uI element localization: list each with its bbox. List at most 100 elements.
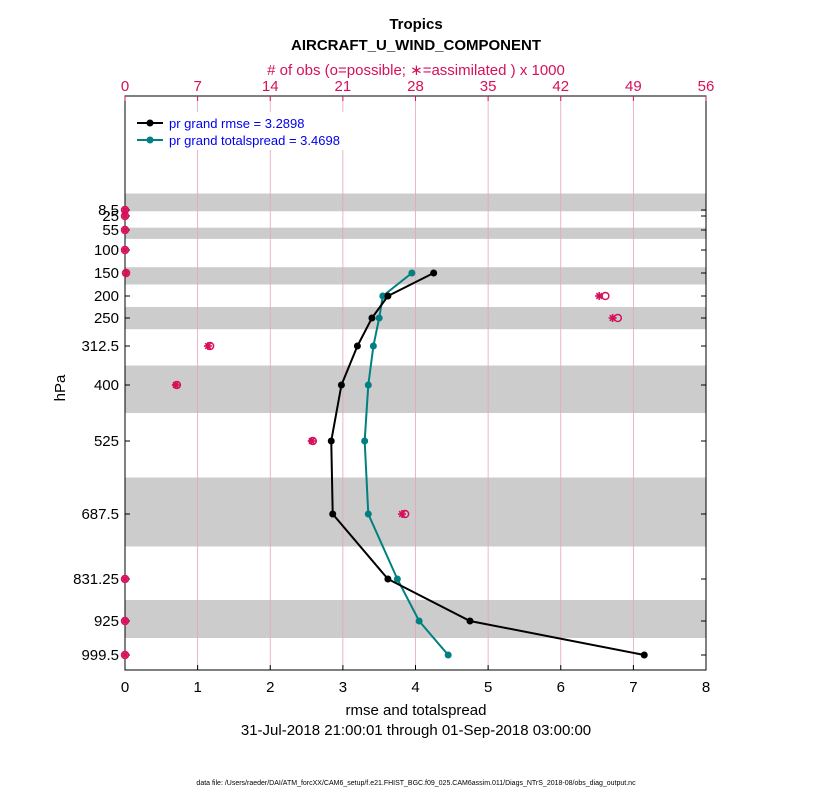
obs-star-stroke xyxy=(121,246,129,254)
y-tick-label: 925 xyxy=(94,613,119,630)
top-tick-label: 35 xyxy=(480,78,497,95)
obs-count-markers xyxy=(120,205,623,660)
series-point-totalspread xyxy=(361,437,369,445)
x-tick-label: 5 xyxy=(484,679,492,696)
date-range: 31-Jul-2018 21:00:01 through 01-Sep-2018… xyxy=(241,722,591,739)
x-tick-label: 4 xyxy=(411,679,419,696)
x-tick-label: 0 xyxy=(121,679,129,696)
y-tick-label: 200 xyxy=(94,288,119,305)
y-tick-label: 999.5 xyxy=(81,647,119,664)
obs-star-stroke xyxy=(308,437,316,445)
series-layer xyxy=(327,269,648,659)
series-line-totalspread xyxy=(363,272,449,656)
top-tick-label: 49 xyxy=(625,78,642,95)
x-axis-ticks: 0 1 2 3 4 5 6 7 8 xyxy=(121,665,710,696)
obs-star-stroke xyxy=(122,269,130,277)
x-tick-label: 7 xyxy=(629,679,637,696)
obs-assimilated-marker xyxy=(121,617,129,625)
y-tick-label: 525 xyxy=(94,433,119,450)
y-axis-label: hPa xyxy=(52,374,69,401)
top-tick-label: 21 xyxy=(335,78,352,95)
obs-assimilated-marker xyxy=(608,314,617,322)
y-tick-label: 25 xyxy=(102,208,119,225)
series-point-totalspread xyxy=(393,575,401,583)
obs-assimilated-marker xyxy=(122,269,131,277)
obs-assimilated-marker xyxy=(398,510,407,518)
series-point-rmse xyxy=(384,575,392,583)
series-point-rmse xyxy=(368,314,376,322)
obs-star-stroke xyxy=(609,314,616,322)
obs-star-stroke xyxy=(204,342,212,350)
series-point-rmse xyxy=(327,437,335,445)
series-point-rmse xyxy=(430,269,438,277)
series-point-totalspread xyxy=(415,617,423,625)
top-axis-label: # of obs (o=possible; ∗=assimilated ) x … xyxy=(267,62,565,79)
series-point-rmse xyxy=(466,617,474,625)
obs-star-stroke xyxy=(121,651,129,659)
obs-star-stroke xyxy=(172,381,180,389)
x-tick-label: 2 xyxy=(266,679,274,696)
series-line-rmse xyxy=(330,272,645,656)
top-tick-label: 14 xyxy=(262,78,279,95)
series-point-rmse xyxy=(337,381,345,389)
obs-assimilated-marker xyxy=(307,437,316,445)
series-point-rmse xyxy=(384,292,392,300)
obs-star-stroke xyxy=(121,226,129,234)
series-point-totalspread xyxy=(364,510,372,518)
y-tick-label: 312.5 xyxy=(81,338,119,355)
x-tick-label: 8 xyxy=(702,679,710,696)
x-tick-label: 3 xyxy=(339,679,347,696)
y-tick-label: 400 xyxy=(94,377,119,394)
series-point-totalspread xyxy=(444,651,452,659)
series-point-rmse xyxy=(353,342,361,350)
footer-data-file: data file: /Users/raeder/DAI/ATM_forcXX/… xyxy=(196,780,636,787)
obs-assimilated-marker xyxy=(595,292,604,300)
x-tick-label: 6 xyxy=(557,679,565,696)
top-tick-label: 7 xyxy=(193,78,201,95)
top-tick-label: 42 xyxy=(552,78,569,95)
legend-label-spread: pr grand totalspread = 3.4698 xyxy=(169,133,340,148)
obs-star-stroke xyxy=(398,510,406,518)
y-tick-label: 250 xyxy=(94,310,119,327)
obs-star-stroke xyxy=(121,575,129,583)
series-point-totalspread xyxy=(375,314,383,322)
series-point-totalspread xyxy=(364,381,372,389)
y-tick-label: 687.5 xyxy=(81,506,119,523)
top-tick-label: 0 xyxy=(121,78,129,95)
obs-star-stroke xyxy=(121,212,129,220)
series-point-rmse xyxy=(640,651,648,659)
chart-title: Tropics xyxy=(389,16,442,33)
obs-assimilated-marker xyxy=(121,212,129,220)
x-axis-label: rmse and totalspread xyxy=(346,702,487,719)
x-tick-label: 1 xyxy=(193,679,201,696)
obs-star-stroke xyxy=(595,292,603,300)
series-point-totalspread xyxy=(379,292,387,300)
series-point-rmse xyxy=(329,510,337,518)
legend-label-rmse: pr grand rmse = 3.2898 xyxy=(169,116,305,131)
y-tick-label: 100 xyxy=(94,242,119,259)
obs-assimilated-marker xyxy=(204,342,212,350)
top-tick-label: 56 xyxy=(698,78,715,95)
legend-marker-spread xyxy=(146,136,154,144)
legend: pr grand rmse = 3.2898 pr grand totalspr… xyxy=(132,112,375,150)
y-tick-label: 55 xyxy=(102,222,119,239)
obs-assimilated-marker xyxy=(121,226,129,234)
top-axis-ticks: 0 7 14 21 28 35 42 49 56 xyxy=(121,78,715,101)
y-tick-label: 150 xyxy=(94,265,119,282)
series-point-totalspread xyxy=(369,342,377,350)
obs-assimilated-marker xyxy=(171,381,180,389)
legend-box xyxy=(132,112,375,150)
legend-marker-rmse xyxy=(146,119,154,127)
y-tick-label: 8.5 xyxy=(98,202,119,219)
chart-subtitle: AIRCRAFT_U_WIND_COMPONENT xyxy=(291,37,541,54)
series-point-totalspread xyxy=(408,269,416,277)
obs-assimilated-marker xyxy=(121,246,129,254)
y-tick-label: 831.25 xyxy=(73,571,119,588)
top-tick-label: 28 xyxy=(407,78,424,95)
obs-star-stroke xyxy=(121,206,129,214)
obs-assimilated-marker xyxy=(121,575,129,583)
obs-star-stroke xyxy=(121,617,129,625)
obs-assimilated-marker xyxy=(121,651,129,659)
